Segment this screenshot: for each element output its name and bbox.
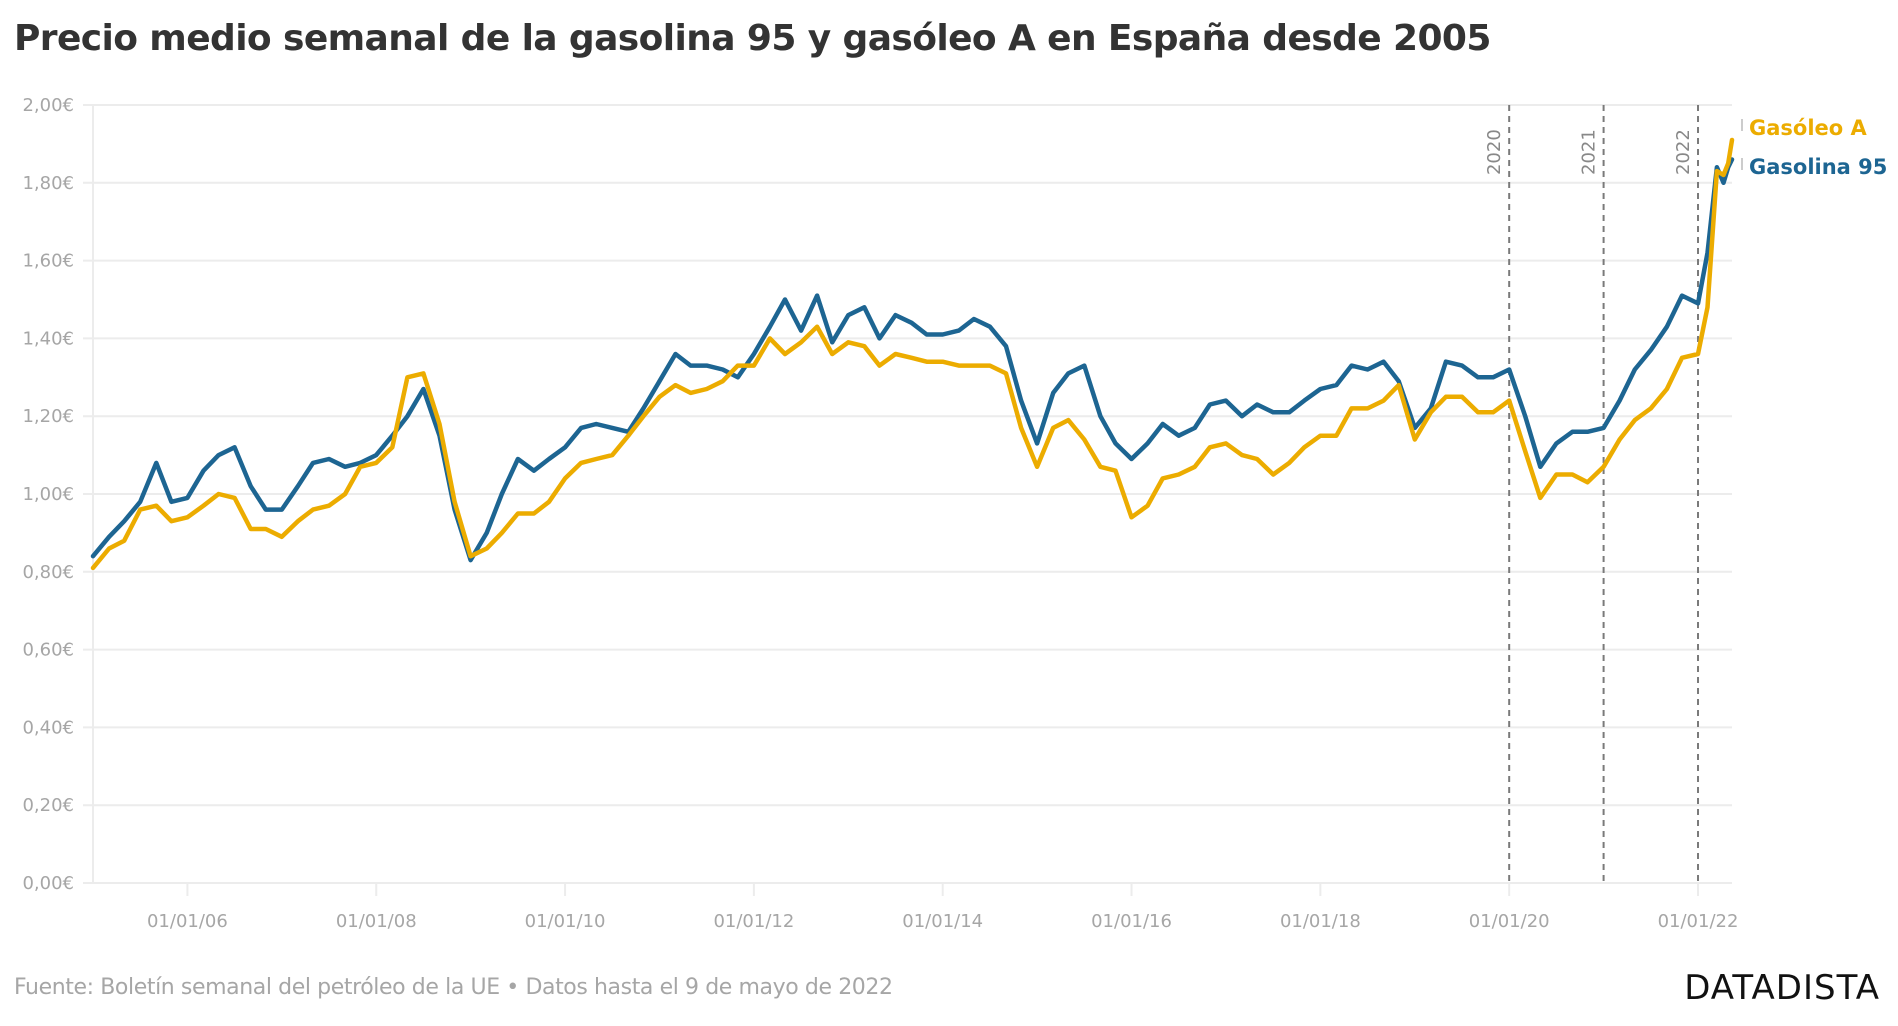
year-marker-label: 2022 <box>1673 129 1694 175</box>
x-tick-label: 01/01/22 <box>1658 911 1739 932</box>
source-note: Fuente: Boletín semanal del petróleo de … <box>14 975 893 1000</box>
y-tick-label: 0,60€ <box>22 640 74 661</box>
year-annotations: 2020 2021 2022 <box>1484 105 1700 883</box>
y-tick-label: 1,60€ <box>22 251 74 272</box>
gridlines <box>83 104 1732 884</box>
x-tick-label: 01/01/16 <box>1091 911 1172 932</box>
legend: Gasóleo A Gasolina 95 <box>1741 116 1887 179</box>
y-tick-label: 1,20€ <box>22 406 74 427</box>
x-tick-label: 01/01/08 <box>336 911 417 932</box>
x-tick-label: 01/01/06 <box>147 911 228 932</box>
y-tick-label: 1,80€ <box>22 173 74 194</box>
legend-label-gasolina-95: Gasolina 95 <box>1749 155 1887 179</box>
series-line-gasoleo-a <box>90 137 1735 571</box>
year-marker-label: 2020 <box>1484 129 1505 175</box>
x-tick-label: 01/01/18 <box>1280 911 1361 932</box>
y-tick-label: 0,80€ <box>22 562 74 583</box>
y-tick-label: 0,40€ <box>22 717 74 738</box>
y-tick-label: 2,00€ <box>22 95 74 116</box>
brand-logo: DATADISTA <box>1684 968 1880 1008</box>
x-tick-label: 01/01/10 <box>525 911 606 932</box>
year-marker-label: 2021 <box>1579 129 1600 175</box>
series-lines <box>90 137 1735 571</box>
y-tick-label: 1,00€ <box>22 484 74 505</box>
series-line-gasolina-95 <box>90 157 1735 563</box>
y-tick-label: 0,20€ <box>22 795 74 816</box>
axes: 0,00€ 0,20€ 0,40€ 0,60€ 0,80€ 1,00€ 1,20€ 1,40€… <box>22 95 1738 932</box>
y-tick-label: 0,00€ <box>22 873 74 894</box>
x-tick-label: 01/01/20 <box>1469 911 1550 932</box>
legend-label-gasoleo-a: Gasóleo A <box>1749 116 1868 140</box>
chart-title: Precio medio semanal de la gasolina 95 y… <box>14 18 1491 59</box>
y-tick-label: 1,40€ <box>22 328 74 349</box>
x-tick-label: 01/01/12 <box>713 911 794 932</box>
line-chart: 0,00€ 0,20€ 0,40€ 0,60€ 0,80€ 1,00€ 1,20€ 1,40€… <box>22 95 1887 932</box>
x-tick-label: 01/01/14 <box>902 911 983 932</box>
